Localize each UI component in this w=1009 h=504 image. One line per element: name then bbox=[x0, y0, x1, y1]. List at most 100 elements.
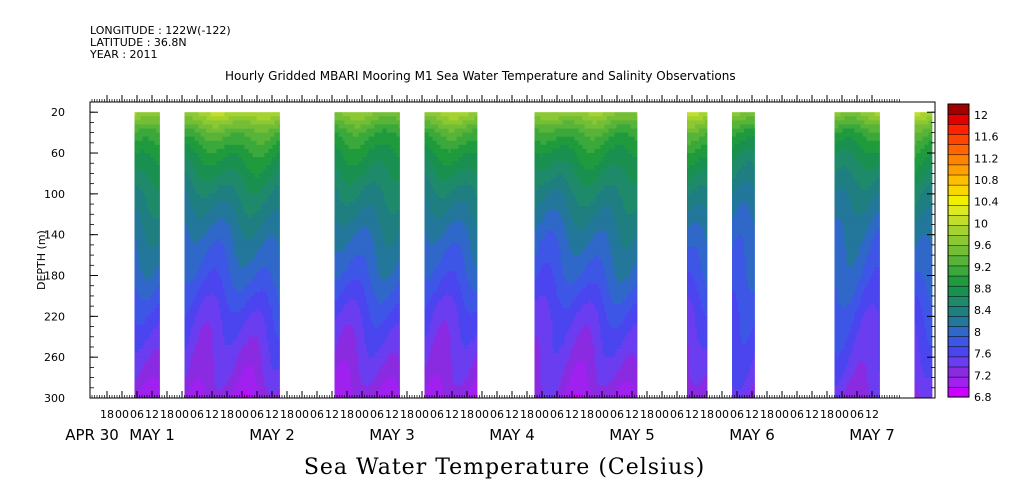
heat-cell bbox=[144, 177, 147, 183]
heat-cell bbox=[208, 357, 211, 362]
heat-cell bbox=[230, 116, 233, 121]
heat-cell bbox=[142, 365, 145, 370]
heat-cell bbox=[222, 373, 225, 378]
heat-cell bbox=[184, 210, 187, 215]
heat-cell bbox=[222, 377, 225, 383]
heat-cell bbox=[154, 214, 157, 219]
heat-cell bbox=[212, 316, 215, 321]
heat-cell bbox=[142, 312, 145, 317]
heat-cell bbox=[146, 312, 149, 317]
heat-cell bbox=[186, 389, 189, 395]
heat-cell bbox=[222, 185, 225, 191]
heat-cell bbox=[224, 365, 227, 370]
heat-cell bbox=[150, 295, 153, 301]
heat-cell bbox=[212, 226, 215, 231]
heat-cell bbox=[148, 214, 151, 219]
heat-cell bbox=[224, 377, 227, 383]
heat-cell bbox=[218, 136, 221, 142]
heat-cell bbox=[208, 140, 211, 146]
heat-cell bbox=[148, 238, 151, 244]
heat-cell bbox=[222, 332, 225, 338]
heat-cell bbox=[216, 373, 219, 378]
heat-cell bbox=[222, 385, 225, 391]
heat-cell bbox=[138, 202, 141, 207]
heat-cell bbox=[158, 300, 160, 305]
heat-cell bbox=[148, 332, 151, 338]
heat-cell bbox=[150, 385, 153, 391]
heat-cell bbox=[144, 357, 147, 362]
heat-cell bbox=[228, 148, 231, 154]
heat-cell bbox=[186, 189, 189, 195]
heat-cell bbox=[214, 230, 217, 236]
heat-cell bbox=[192, 193, 195, 199]
heat-cell bbox=[212, 136, 215, 142]
heat-cell bbox=[154, 332, 157, 338]
heat-cell bbox=[200, 320, 203, 325]
heat-cell bbox=[158, 324, 160, 329]
heat-cell bbox=[148, 218, 151, 223]
heat-cell bbox=[136, 144, 139, 150]
heat-cell bbox=[218, 246, 221, 252]
heat-cell bbox=[234, 197, 237, 203]
heat-cell bbox=[218, 328, 221, 334]
heat-cell bbox=[212, 369, 215, 374]
heat-cell bbox=[194, 242, 197, 248]
heat-cell bbox=[142, 193, 145, 199]
heat-cell bbox=[138, 161, 141, 166]
heat-cell bbox=[138, 300, 141, 305]
heat-cell bbox=[148, 312, 151, 317]
heat-cell bbox=[194, 328, 197, 334]
heat-cell bbox=[232, 295, 235, 301]
heat-cell bbox=[210, 263, 213, 268]
heat-cell bbox=[144, 226, 147, 231]
heat-cell bbox=[202, 295, 205, 301]
heat-cell bbox=[188, 361, 191, 366]
heat-cell bbox=[230, 153, 233, 158]
heat-cell bbox=[138, 344, 141, 350]
heat-cell bbox=[196, 377, 199, 383]
heat-cell bbox=[210, 177, 213, 183]
heat-cell bbox=[210, 120, 213, 125]
heat-cell bbox=[216, 251, 219, 256]
heat-cell bbox=[222, 357, 225, 362]
heat-cell bbox=[200, 230, 203, 236]
heat-cell bbox=[208, 324, 211, 329]
heat-cell bbox=[208, 136, 211, 142]
heat-cell bbox=[196, 373, 199, 378]
heat-cell bbox=[220, 353, 223, 358]
heat-cell bbox=[220, 340, 223, 346]
heat-cell bbox=[148, 169, 151, 174]
heat-cell bbox=[152, 332, 155, 338]
heat-cell bbox=[152, 120, 155, 125]
heat-cell bbox=[206, 393, 209, 399]
heat-cell bbox=[214, 148, 217, 154]
heat-cell bbox=[140, 218, 143, 223]
heat-cell bbox=[184, 206, 187, 211]
heat-cell bbox=[196, 353, 199, 358]
heat-cell bbox=[186, 304, 189, 309]
heat-cell bbox=[278, 222, 280, 227]
heat-cell bbox=[190, 287, 193, 293]
heat-cell bbox=[228, 300, 231, 305]
heat-cell bbox=[150, 340, 153, 346]
heat-cell bbox=[148, 381, 151, 387]
heat-cell bbox=[210, 316, 213, 321]
heat-cell bbox=[142, 381, 145, 387]
heat-cell bbox=[210, 157, 213, 162]
heat-cell bbox=[194, 140, 197, 146]
heat-cell bbox=[222, 112, 225, 117]
heat-cell bbox=[152, 214, 155, 219]
heat-cell bbox=[196, 255, 199, 260]
heat-cell bbox=[184, 136, 187, 142]
heat-cell bbox=[196, 389, 199, 395]
heat-cell bbox=[204, 238, 207, 244]
heat-cell bbox=[190, 377, 193, 383]
heat-cell bbox=[134, 218, 137, 223]
heat-cell bbox=[198, 169, 201, 174]
heat-cell bbox=[218, 173, 221, 178]
heat-cell bbox=[200, 234, 203, 240]
heat-cell bbox=[154, 251, 157, 256]
heat-cell bbox=[136, 218, 139, 223]
heat-cell bbox=[228, 230, 231, 236]
heat-cell bbox=[212, 287, 215, 293]
